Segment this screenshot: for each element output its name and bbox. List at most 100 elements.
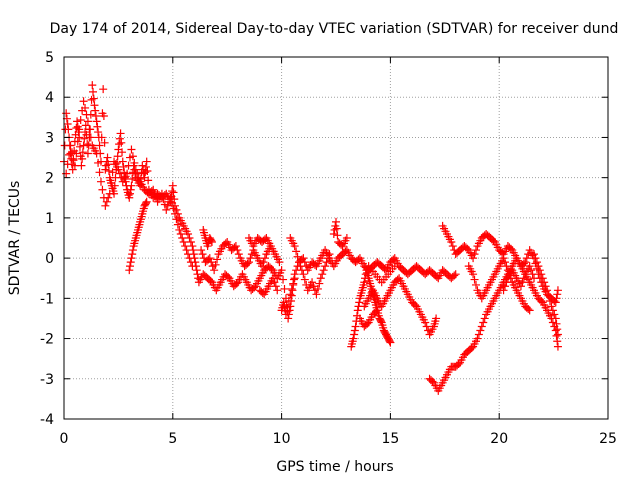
data-point: [138, 161, 147, 170]
y-tick-label: 4: [45, 90, 54, 106]
data-point: [89, 94, 98, 103]
data-point: [551, 298, 560, 307]
data-point: [99, 85, 108, 94]
data-point: [371, 307, 380, 316]
data-point: [332, 217, 340, 226]
data-point: [480, 314, 489, 323]
data-point: [75, 125, 84, 134]
data-point: [479, 318, 488, 327]
data-point: [553, 286, 562, 295]
data-point: [92, 117, 101, 126]
data-point: [94, 128, 103, 137]
data-point: [125, 266, 134, 275]
data-point: [519, 274, 528, 283]
data-point: [502, 262, 511, 271]
data-point: [170, 195, 179, 204]
data-point: [552, 319, 561, 328]
data-point: [86, 133, 95, 142]
data-point: [363, 319, 372, 328]
data-point: [422, 322, 431, 331]
data-point: [234, 250, 243, 259]
data-point: [541, 282, 550, 291]
data-point: [179, 238, 188, 247]
data-point: [114, 165, 123, 174]
data-point: [534, 262, 543, 271]
data-point: [131, 165, 140, 174]
data-point: [553, 325, 562, 334]
data-point: [116, 129, 125, 138]
data-point: [451, 270, 460, 279]
data-point: [142, 157, 151, 166]
data-point: [192, 266, 201, 275]
data-point: [178, 234, 187, 242]
data-point: [516, 282, 525, 291]
data-point: [115, 134, 124, 143]
data-point: [521, 258, 530, 267]
data-point: [373, 306, 382, 315]
data-point: [386, 338, 395, 347]
data-point: [469, 254, 478, 263]
data-point: [469, 270, 478, 279]
data-point: [188, 262, 197, 271]
data-point: [159, 195, 168, 204]
data-point: [163, 201, 172, 210]
data-point: [548, 318, 557, 327]
data-point: [92, 149, 101, 158]
data-point: [181, 242, 190, 251]
grid-lines: [64, 57, 608, 419]
data-point: [489, 236, 498, 245]
data-point: [150, 189, 159, 198]
data-point: [290, 274, 299, 283]
y-tick-label: -3: [40, 372, 54, 388]
data-point: [299, 270, 308, 279]
data-point: [284, 297, 293, 306]
y-tick-label: -2: [40, 332, 54, 348]
data-point: [62, 109, 71, 118]
data-point: [551, 326, 560, 335]
data-point: [246, 254, 255, 263]
data-point: [88, 81, 97, 90]
data-point: [89, 87, 98, 96]
data-point: [127, 254, 136, 263]
data-point: [258, 262, 267, 271]
x-tick-label: 10: [273, 431, 291, 447]
data-point: [169, 204, 178, 213]
data-point: [279, 298, 288, 307]
data-point: [289, 279, 298, 288]
data-point: [185, 234, 194, 242]
data-point: [207, 236, 216, 245]
data-point: [432, 314, 441, 323]
data-point: [476, 326, 485, 335]
data-point: [94, 158, 103, 167]
data-point: [315, 279, 324, 288]
data-point: [524, 305, 533, 314]
data-point: [231, 242, 240, 251]
data-point: [83, 140, 92, 149]
data-point: [233, 246, 242, 255]
data-point: [123, 169, 132, 178]
data-point: [471, 280, 480, 289]
data-point: [360, 278, 369, 287]
chart-title: Day 174 of 2014, Sidereal Day-to-day VTE…: [50, 21, 619, 37]
data-point: [471, 246, 480, 255]
data-point: [467, 343, 476, 352]
data-point: [162, 205, 171, 214]
data-point: [197, 246, 206, 255]
data-point: [280, 284, 289, 293]
data-point: [168, 199, 177, 208]
data-point: [175, 225, 184, 234]
data-point: [102, 197, 111, 206]
data-point: [72, 149, 81, 158]
data-point: [128, 246, 137, 255]
x-axis-label: GPS time / hours: [276, 459, 393, 475]
data-point: [91, 106, 100, 115]
plot-frame: [63, 56, 609, 420]
data-point: [288, 286, 297, 295]
data-point: [113, 152, 122, 161]
x-tick-label: 5: [168, 431, 177, 447]
data-point: [213, 255, 222, 264]
y-tick-label: 1: [45, 211, 54, 227]
y-tick-label: 2: [45, 171, 54, 187]
data-point: [538, 274, 547, 283]
